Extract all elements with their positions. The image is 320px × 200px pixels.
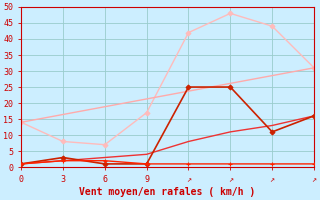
X-axis label: Vent moyen/en rafales ( km/h ): Vent moyen/en rafales ( km/h ) <box>79 187 256 197</box>
